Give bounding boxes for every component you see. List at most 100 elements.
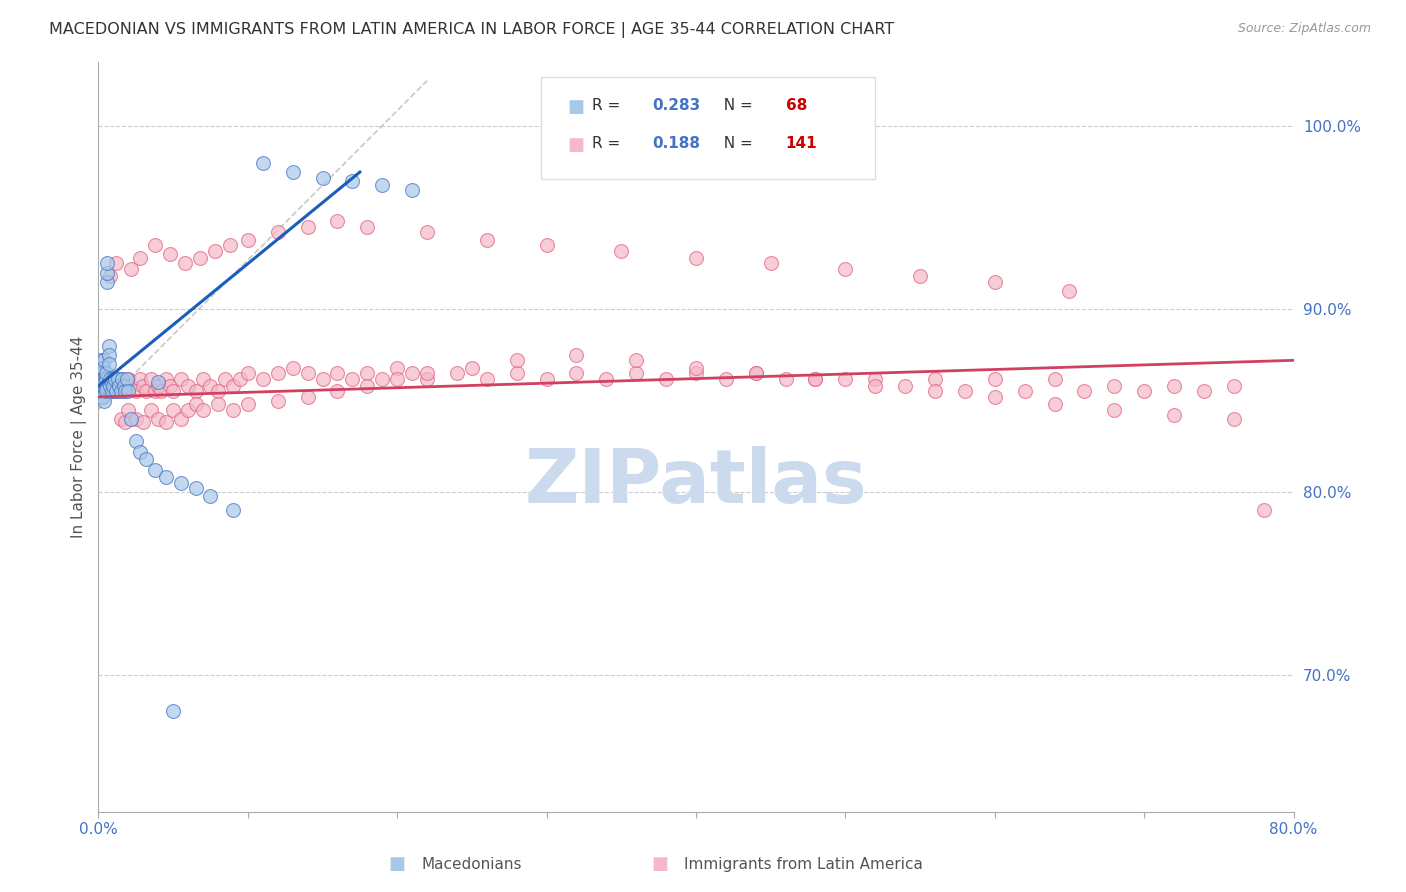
Point <box>162 704 184 718</box>
Point <box>103 379 125 393</box>
Point <box>371 178 394 192</box>
Point <box>93 353 115 368</box>
Point <box>97 339 120 353</box>
Point <box>356 366 378 380</box>
Point <box>162 402 184 417</box>
Text: MACEDONIAN VS IMMIGRANTS FROM LATIN AMERICA IN LABOR FORCE | AGE 35-44 CORRELATI: MACEDONIAN VS IMMIGRANTS FROM LATIN AMER… <box>49 22 894 38</box>
Point <box>506 366 529 380</box>
Point <box>984 371 1007 385</box>
Point <box>117 371 139 385</box>
Point <box>90 371 112 385</box>
Point <box>184 481 207 495</box>
Point <box>132 379 155 393</box>
Point <box>91 379 114 393</box>
Point <box>91 384 114 399</box>
Point <box>135 384 157 399</box>
Point <box>111 371 134 385</box>
Point <box>219 238 242 252</box>
Point <box>804 371 827 385</box>
Point <box>506 353 529 368</box>
Point <box>115 371 138 385</box>
Text: ■: ■ <box>651 855 669 873</box>
Point <box>94 371 117 385</box>
Point <box>371 371 394 385</box>
Point <box>97 379 120 393</box>
Text: ■: ■ <box>388 855 406 873</box>
Point <box>107 379 129 393</box>
Point <box>94 371 117 385</box>
Point <box>1043 397 1066 411</box>
Point <box>169 475 191 490</box>
Point <box>93 376 115 390</box>
Point <box>93 371 115 385</box>
Point <box>610 244 633 258</box>
Text: Source: ZipAtlas.com: Source: ZipAtlas.com <box>1237 22 1371 36</box>
Point <box>416 366 439 380</box>
Point <box>565 366 588 380</box>
Point <box>595 371 617 385</box>
Point <box>129 251 152 265</box>
Point <box>90 371 112 385</box>
Point <box>101 376 124 390</box>
Point <box>105 371 128 385</box>
Point <box>120 379 142 393</box>
Point <box>174 256 197 270</box>
Point <box>1253 503 1275 517</box>
Point <box>98 269 122 284</box>
Point <box>103 379 125 393</box>
Point <box>96 266 118 280</box>
Point <box>229 371 252 385</box>
Point <box>89 360 111 375</box>
Point <box>326 214 349 228</box>
Point <box>93 379 115 393</box>
Point <box>475 233 498 247</box>
Point <box>139 371 162 385</box>
Text: N =: N = <box>714 136 758 151</box>
Text: ■: ■ <box>567 98 583 116</box>
Point <box>745 366 768 380</box>
Point <box>685 251 707 265</box>
Point <box>385 371 409 385</box>
Point <box>150 384 173 399</box>
Point <box>311 371 333 385</box>
Point <box>143 463 166 477</box>
Point <box>461 360 484 375</box>
Point <box>1163 408 1185 422</box>
Point <box>89 371 111 385</box>
Point <box>342 371 364 385</box>
Point <box>93 379 115 393</box>
Point <box>326 366 349 380</box>
Point <box>385 360 409 375</box>
Point <box>416 226 439 240</box>
Point <box>1192 384 1215 399</box>
Point <box>536 371 558 385</box>
Point <box>89 379 111 393</box>
Point <box>91 390 114 404</box>
Point <box>191 402 214 417</box>
Point <box>129 444 152 458</box>
Point <box>416 371 439 385</box>
Point <box>108 379 131 393</box>
Point <box>169 412 191 426</box>
Point <box>894 379 917 393</box>
Point <box>267 226 290 240</box>
Point <box>155 470 177 484</box>
Point <box>96 275 118 289</box>
Point <box>1073 384 1095 399</box>
Point <box>200 489 222 503</box>
Point <box>655 371 678 385</box>
Point <box>101 384 124 399</box>
Point <box>89 384 111 399</box>
Point <box>177 402 200 417</box>
Point <box>90 379 112 393</box>
Point <box>536 238 558 252</box>
Point <box>97 348 120 362</box>
Y-axis label: In Labor Force | Age 35-44: In Labor Force | Age 35-44 <box>72 336 87 538</box>
Point <box>191 371 214 385</box>
Point <box>143 384 166 399</box>
Point <box>101 384 124 399</box>
Point <box>1104 402 1126 417</box>
Point <box>91 371 114 385</box>
Point <box>177 379 200 393</box>
Text: ■: ■ <box>567 136 583 153</box>
